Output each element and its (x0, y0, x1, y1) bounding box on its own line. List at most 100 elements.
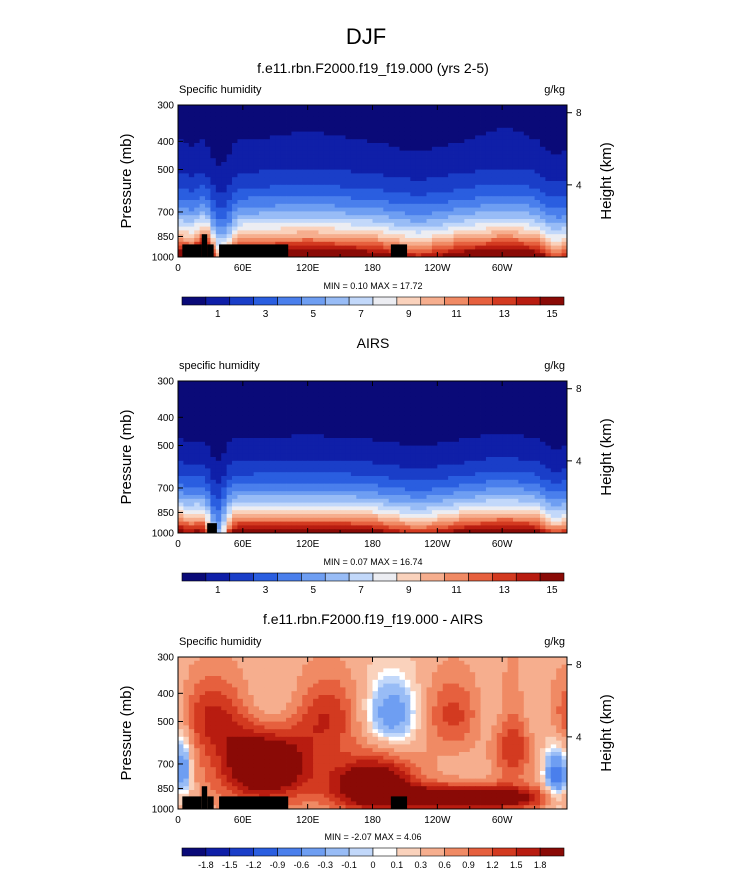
panel-airs-cell (469, 434, 476, 439)
panel-model-cell (210, 127, 217, 132)
panel-model-cell (410, 241, 417, 246)
panel-model-cell (367, 143, 373, 148)
panel-model-cell (345, 253, 352, 258)
panel-model-cell (523, 249, 530, 254)
panel-model-cell (431, 219, 438, 224)
panel-model-cell (394, 188, 400, 193)
panel-airs-cell (334, 472, 341, 477)
panel-model-cell (561, 184, 568, 189)
panel-model-cell (194, 108, 201, 113)
panel-airs-cell (367, 476, 373, 481)
panel-model-cell (286, 169, 292, 174)
panel-model-cell (275, 112, 282, 117)
panel-model-cell (496, 181, 503, 186)
panel-airs-cell (291, 422, 298, 427)
panel-airs-cell (464, 472, 471, 477)
panel-airs-cell (469, 396, 476, 401)
panel-model-cell (426, 105, 433, 110)
panel-model-cell (345, 162, 352, 167)
panel-model-cell (561, 200, 568, 205)
panel-model-cell (561, 116, 568, 121)
panel-model-cell (329, 112, 336, 117)
panel-model-cell (475, 241, 481, 246)
panel-model-cell (302, 146, 309, 151)
panel-airs-cell (469, 426, 476, 431)
panel-model-cell (545, 207, 552, 212)
panel-airs-cell (404, 411, 411, 416)
panel-model-cell (253, 108, 260, 113)
panel-model-cell (561, 238, 568, 243)
panel-model-cell (464, 177, 471, 182)
panel-model-cell (512, 139, 519, 144)
panel-model-cell (361, 207, 368, 212)
panel-airs-cell (242, 400, 249, 405)
panel-model-colorbar-label: 5 (311, 309, 317, 320)
panel-airs-cell (199, 487, 206, 492)
panel-airs-cell (431, 422, 438, 427)
panel-airs-cell (496, 403, 503, 408)
panel-airs-cell (194, 403, 201, 408)
panel-airs-cell (199, 422, 206, 427)
panel-model-cell (248, 169, 255, 174)
panel-airs-cell (426, 430, 433, 435)
panel-model-cell (199, 192, 206, 197)
panel-airs-cell (313, 415, 319, 420)
panel-airs-cell (442, 449, 449, 454)
panel-model-cell (210, 184, 217, 189)
panel-airs-cell (367, 411, 373, 416)
panel-model-cell (410, 249, 417, 254)
panel-model-cell (253, 143, 260, 148)
panel-model-cell (550, 203, 557, 208)
panel-model-cell (485, 158, 492, 163)
panel-airs-cell (210, 483, 217, 488)
panel-airs-cell (534, 479, 541, 484)
panel-model-cell (491, 200, 498, 205)
panel-airs-cell (318, 388, 325, 393)
panel-model-cell (275, 196, 282, 201)
panel-model-cell (545, 105, 552, 110)
panel-model-cell (507, 105, 514, 110)
panel-model-cell (323, 162, 330, 167)
panel-model-colorbar-bin (348, 296, 374, 306)
panel-airs-cell (313, 483, 319, 488)
panel-model-cell (329, 158, 336, 163)
panel-airs-cell (205, 472, 211, 477)
panel-airs-cell (194, 472, 201, 477)
panel-model-cell (356, 245, 363, 250)
panel-model-cell (199, 188, 206, 193)
panel-airs-cell (415, 411, 422, 416)
panel-airs-cell (442, 476, 449, 481)
panel-airs-cell (318, 426, 325, 431)
panel-airs-cell (415, 438, 422, 443)
panel-model-cell (350, 124, 357, 129)
panel-airs-cell (485, 419, 492, 424)
panel-airs-cell (205, 449, 211, 454)
panel-airs-cell (545, 453, 552, 458)
panel-airs-cell (215, 483, 222, 488)
panel-model-cell (286, 112, 292, 117)
panel-model-cell (556, 173, 562, 178)
panel-model-cell (291, 207, 298, 212)
panel-model-cell (372, 249, 379, 254)
panel-airs-cell (242, 472, 249, 477)
panel-airs-cell (388, 400, 395, 405)
panel-model-cell (431, 249, 438, 254)
panel-airs-cell (453, 426, 460, 431)
panel-model-cell (215, 249, 222, 254)
panel-airs-cell (361, 415, 368, 420)
panel-model-cell (334, 219, 341, 224)
panel-airs-cell (259, 430, 265, 435)
panel-model-cell (421, 146, 427, 151)
panel-airs-cell (415, 426, 422, 431)
panel-model-cell (361, 238, 368, 243)
panel-model-cell (248, 203, 255, 208)
panel-airs-cell (431, 445, 438, 450)
panel-model-cell (269, 116, 276, 121)
panel-model-cell (426, 108, 433, 113)
panel-airs-cell (421, 422, 427, 427)
panel-model-right-tick-label: 8 (576, 108, 582, 119)
panel-model-cell (491, 181, 498, 186)
panel-model-cell (453, 112, 460, 117)
panel-airs-cell (404, 483, 411, 488)
panel-airs-cell (269, 457, 276, 462)
